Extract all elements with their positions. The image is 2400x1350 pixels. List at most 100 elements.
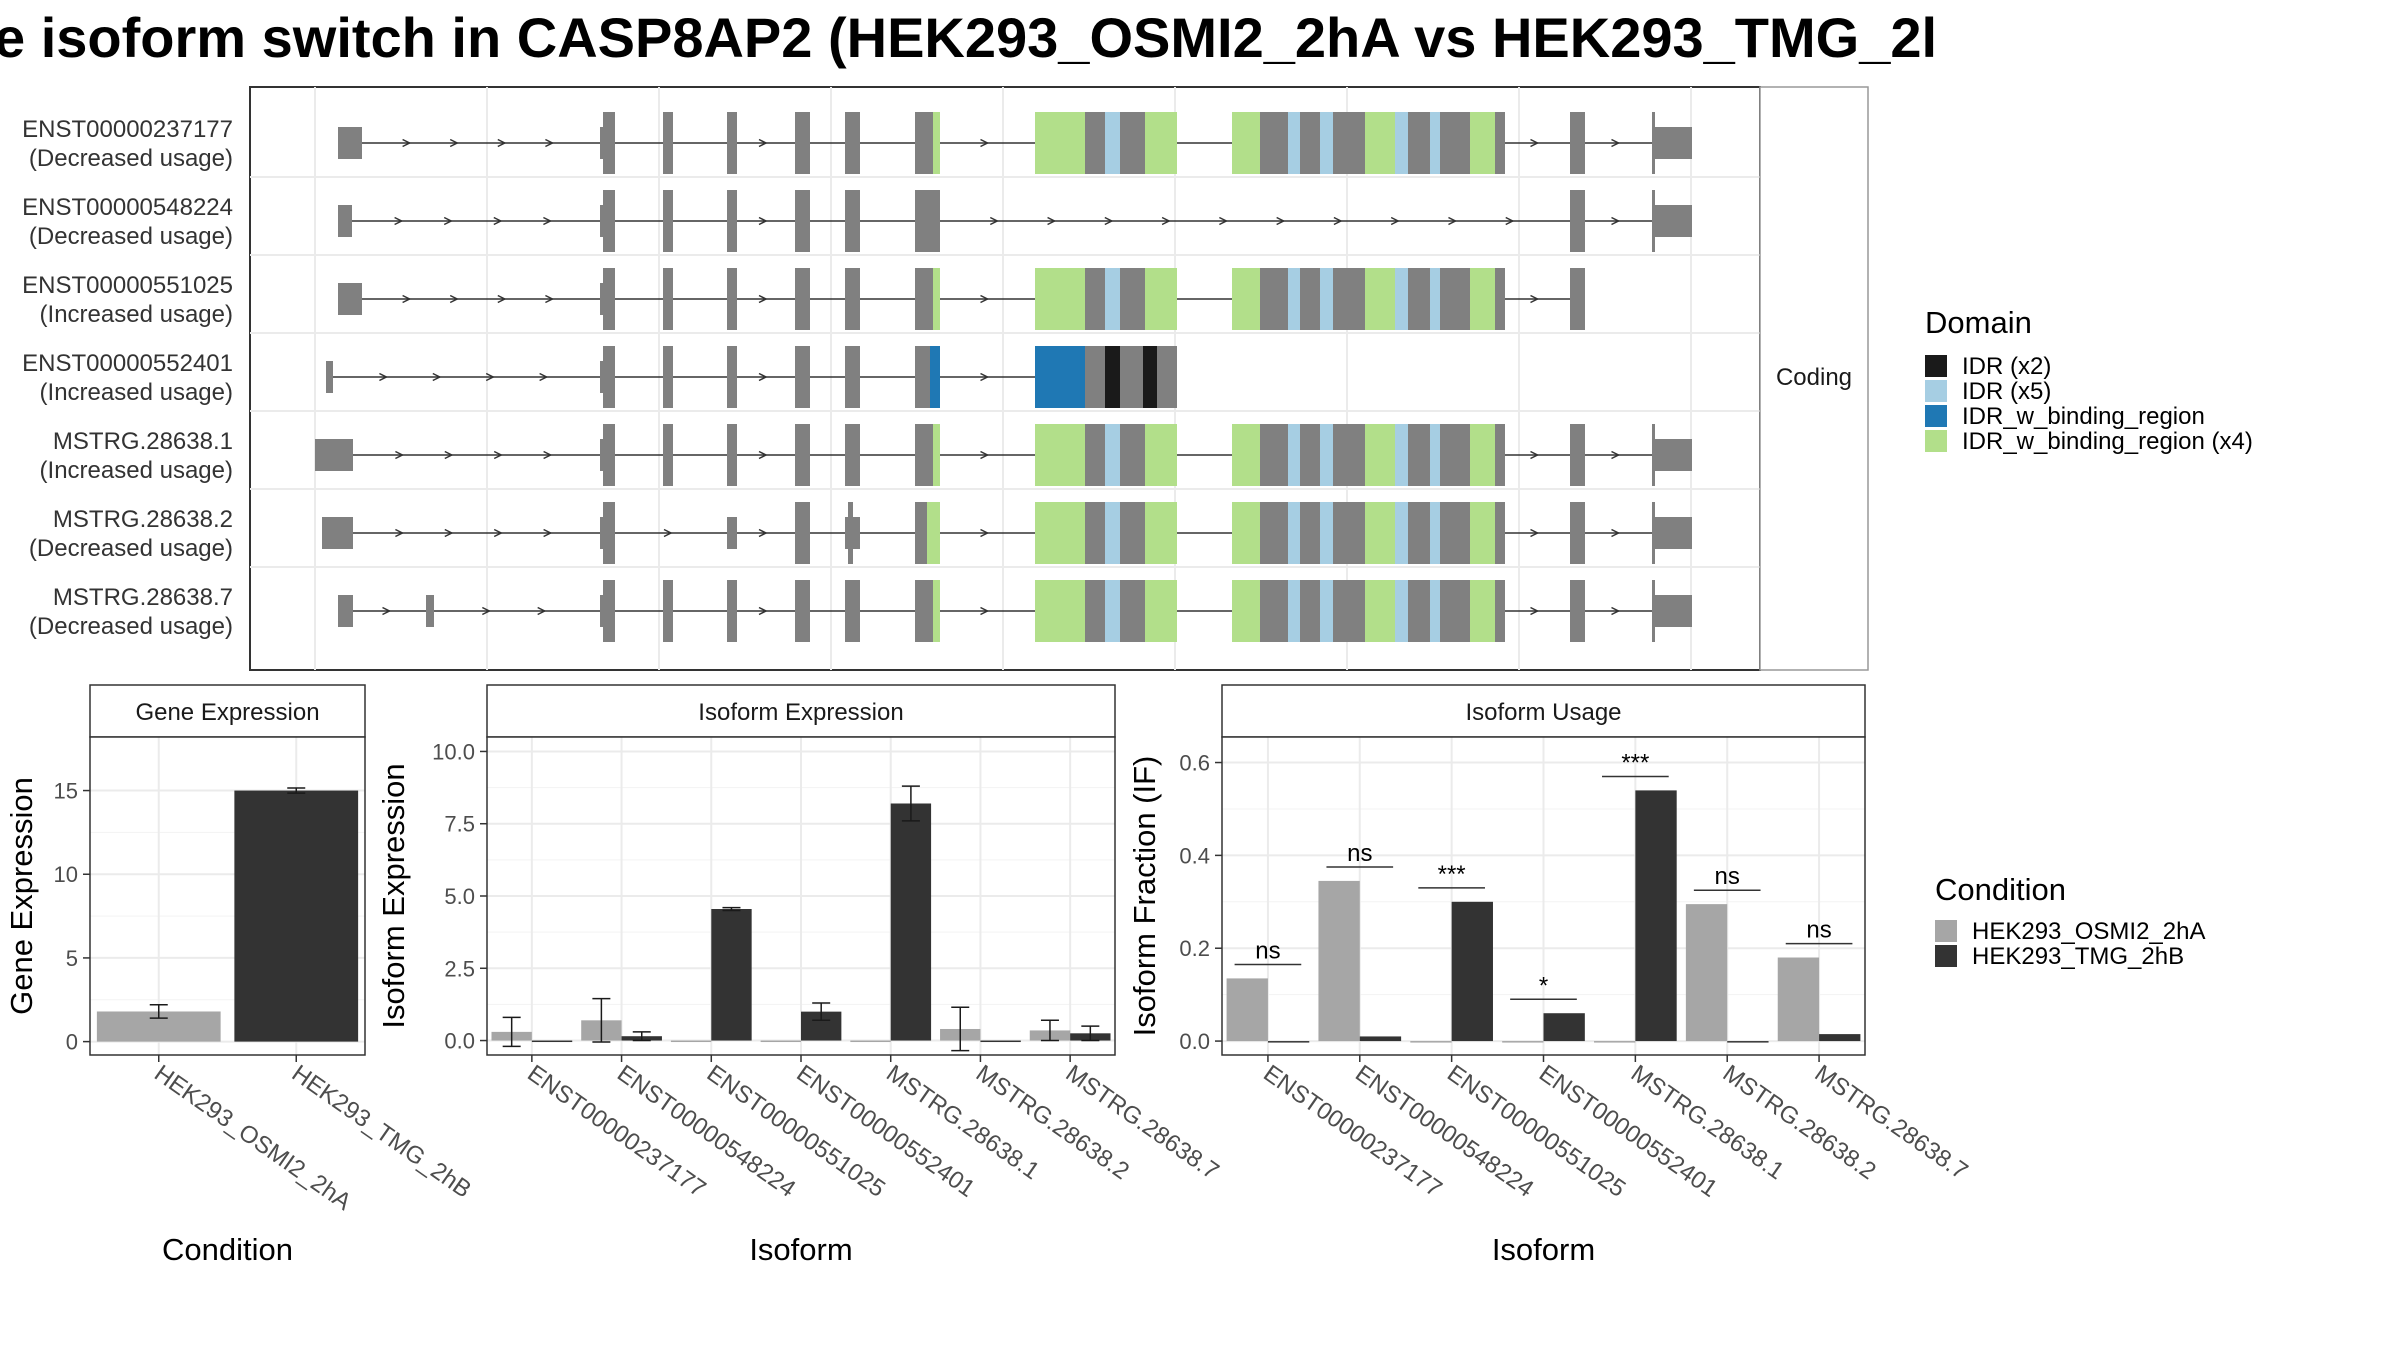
isoform-usage-label: (Decreased usage)	[29, 223, 233, 250]
exon-block	[1470, 580, 1495, 642]
exon-block	[1300, 112, 1320, 174]
exon-block	[915, 502, 927, 564]
significance-label: ns	[1715, 863, 1740, 890]
exon-block	[1105, 424, 1120, 486]
strand-arrow	[395, 450, 405, 460]
bar	[711, 909, 752, 1041]
exon-block	[1260, 112, 1288, 174]
isoform-name-label: MSTRG.28638.2	[53, 506, 233, 533]
strand-arrow	[1448, 216, 1458, 226]
exon-block	[1145, 268, 1177, 330]
exon-block	[1495, 502, 1505, 564]
bar	[1226, 978, 1268, 1042]
exon-block	[600, 517, 603, 549]
exon-block	[1395, 268, 1408, 330]
exon-block	[1408, 424, 1430, 486]
exon-block	[600, 439, 603, 471]
legend-label: IDR (x2)	[1962, 353, 2051, 380]
strand-arrow	[432, 372, 442, 382]
exon-block	[1655, 127, 1692, 159]
exon-block	[1395, 424, 1408, 486]
exon-block	[727, 424, 737, 486]
strand-arrow	[1276, 216, 1286, 226]
structure-strip	[1759, 86, 1869, 671]
y-tick-label: 10	[54, 862, 78, 887]
y-tick-label: 5	[66, 946, 78, 971]
bar	[1502, 1041, 1544, 1043]
exon-block	[1120, 580, 1145, 642]
strand-arrow	[443, 216, 453, 226]
exon-block	[1655, 517, 1692, 549]
exon-block	[1655, 439, 1692, 471]
exon-block	[1395, 580, 1408, 642]
strand-arrow	[980, 606, 990, 616]
isoform-name-label: ENST00000552401	[22, 350, 233, 377]
exon-block	[795, 580, 810, 642]
isoform-usage-label: (Increased usage)	[40, 301, 233, 328]
exon-block	[1105, 112, 1120, 174]
chart-title: Isoform Usage	[1465, 699, 1621, 726]
strand-arrow	[663, 528, 673, 538]
bar	[890, 803, 932, 1041]
exon-block	[1440, 580, 1470, 642]
exon-block	[663, 580, 673, 642]
exon-block	[1320, 502, 1333, 564]
strand-arrow	[1161, 216, 1171, 226]
strand-arrow	[402, 294, 412, 304]
exon-block	[845, 268, 860, 330]
strand-arrow	[1333, 216, 1343, 226]
y-tick-label: 0.0	[444, 1029, 475, 1054]
exon-block	[1570, 190, 1585, 252]
exon-block	[1470, 502, 1495, 564]
exon-block	[1652, 502, 1655, 564]
exon-block	[1320, 580, 1333, 642]
exon-block	[663, 268, 673, 330]
exon-block	[1085, 502, 1105, 564]
bar	[1359, 1036, 1402, 1042]
legend-label: HEK293_OSMI2_2hA	[1972, 918, 2205, 945]
exon-block	[1288, 580, 1300, 642]
strand-arrow	[980, 138, 990, 148]
legend-label: IDR_w_binding_region (x4)	[1962, 428, 2253, 455]
exon-block	[1120, 502, 1145, 564]
exon-block	[1120, 346, 1143, 408]
x-tick-label: MSTRG.28638.2	[971, 1060, 1134, 1185]
isoform-usage-label: (Decreased usage)	[29, 145, 233, 172]
exon-block	[1232, 502, 1260, 564]
exon-block	[1232, 268, 1260, 330]
bar	[980, 1040, 1021, 1043]
exon-block	[1035, 424, 1085, 486]
significance-label: ***	[1438, 861, 1466, 888]
isoform-track	[322, 502, 1692, 564]
isoform-track	[326, 346, 1177, 408]
x-tick-label: MSTRG.28638.7	[1061, 1060, 1224, 1185]
exon-block	[1105, 346, 1120, 408]
strand-arrow	[481, 606, 492, 616]
exon-block	[1495, 424, 1505, 486]
exon-block	[1120, 424, 1145, 486]
exon-block	[338, 283, 362, 315]
y-tick-label: 0.4	[1179, 843, 1210, 868]
exon-block	[1260, 268, 1288, 330]
exon-block	[322, 517, 353, 549]
exon-block	[1408, 112, 1430, 174]
exon-block	[600, 361, 603, 393]
exon-block	[1035, 502, 1085, 564]
isoform-name-label: ENST00000551025	[22, 272, 233, 299]
strand-arrow	[539, 372, 549, 382]
strand-arrow	[758, 294, 768, 304]
strand-arrow	[379, 372, 389, 382]
bar	[234, 790, 359, 1042]
strand-arrow	[1047, 216, 1057, 226]
exon-block	[1145, 502, 1177, 564]
bar	[1451, 901, 1493, 1042]
y-tick-label: 0.2	[1179, 936, 1210, 961]
exon-block	[1035, 346, 1085, 408]
legend-swatch	[1925, 430, 1947, 452]
exon-block	[1232, 112, 1260, 174]
significance-label: ns	[1255, 937, 1280, 964]
exon-block	[915, 190, 940, 252]
strand-arrow	[1611, 216, 1621, 226]
strand-arrow	[1611, 606, 1621, 616]
